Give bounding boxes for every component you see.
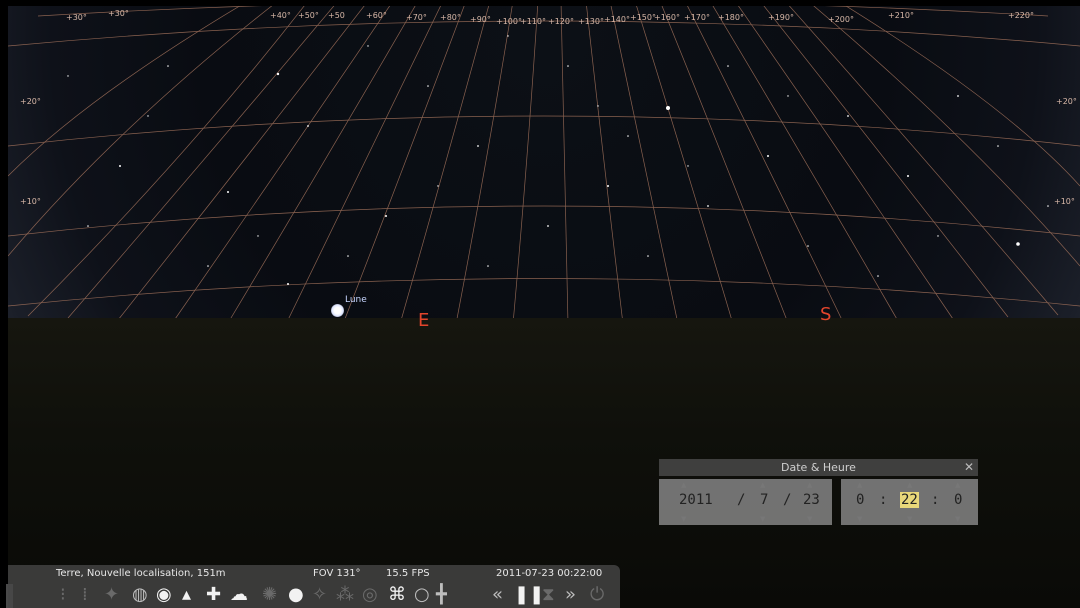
fps-text: 15.5 FPS <box>386 568 430 579</box>
moon-label: Lune <box>345 295 367 305</box>
fov-text: FOV 131° <box>313 568 361 579</box>
month-up-arrow-icon[interactable]: ▲ <box>760 481 766 489</box>
minute-up-arrow-icon[interactable]: ▲ <box>907 481 913 489</box>
time-separator: : <box>879 492 888 508</box>
minute-down-arrow-icon[interactable]: ▼ <box>907 515 913 523</box>
date-separator: / <box>783 492 792 508</box>
grid-label: +60° <box>366 11 387 20</box>
pause-icon[interactable]: ❚❚ <box>514 584 545 605</box>
satellites-icon[interactable]: ✧ <box>312 584 328 605</box>
grid-label: +170° <box>684 13 710 22</box>
quit-icon[interactable]: ⏻ <box>590 584 605 605</box>
hour-value[interactable]: 0 <box>856 492 865 508</box>
cardinal-south: S <box>820 304 832 325</box>
year-down-arrow-icon[interactable]: ▼ <box>681 515 687 523</box>
grid-label: +90° <box>470 15 491 24</box>
constellation-art-icon[interactable]: ✦ <box>104 584 120 605</box>
cardinal-points-icon[interactable]: ✚ <box>206 584 222 605</box>
second-up-arrow-icon[interactable]: ▲ <box>955 481 961 489</box>
minute-value[interactable]: 22 <box>900 492 919 508</box>
time-spinner: ▲ ▼ 0 : ▲ ▼ 22 : ▲ ▼ 0 <box>841 479 978 525</box>
second-down-arrow-icon[interactable]: ▼ <box>955 515 961 523</box>
close-icon[interactable]: ✕ <box>963 460 974 474</box>
azimuthal-grid: +30° +20° +30° +40° +50° +50 +60° +70° +… <box>8 6 1080 325</box>
location-text: Terre, Nouvelle localisation, 151m <box>56 568 226 579</box>
grid-label: +10° <box>20 197 41 206</box>
date-time-title: Date & Heure <box>659 459 978 476</box>
grid-label: +50° <box>298 11 319 20</box>
datetime-text: 2011-07-23 00:22:00 <box>496 568 603 579</box>
year-up-arrow-icon[interactable]: ▲ <box>681 481 687 489</box>
constellation-lines-icon[interactable]: ⁝ <box>60 584 66 605</box>
grid-label: +20° <box>20 97 41 106</box>
grid-label: +70° <box>406 13 427 22</box>
equatorial-grid-icon[interactable]: ◍ <box>132 584 148 605</box>
realtime-icon[interactable]: ⧗ <box>542 584 555 605</box>
sphere-icon[interactable]: ○ <box>414 584 430 605</box>
grid-label: +210° <box>888 11 914 20</box>
eyepiece-icon[interactable]: ⁂ <box>336 584 354 605</box>
date-time-panel: Date & Heure ✕ ▲ ▼ 2011 / ▲ ▼ 7 / ▲ ▼ 23… <box>659 459 978 529</box>
moon[interactable] <box>331 304 344 317</box>
grid-label: +10° <box>1054 197 1075 206</box>
grid-label: +100° <box>496 17 522 26</box>
atmosphere-icon[interactable]: ☁ <box>230 584 248 605</box>
fullscreen-icon[interactable]: ⌘ <box>388 584 406 605</box>
grid-label: +130° <box>578 17 604 26</box>
azimuthal-grid-icon[interactable]: ◉ <box>156 584 172 605</box>
grid-label: +200° <box>828 15 854 24</box>
month-down-arrow-icon[interactable]: ▼ <box>760 515 766 523</box>
date-spinner: ▲ ▼ 2011 / ▲ ▼ 7 / ▲ ▼ 23 <box>659 479 832 525</box>
bottom-toolbar: Terre, Nouvelle localisation, 151m FOV 1… <box>8 565 620 608</box>
month-value[interactable]: 7 <box>760 492 769 508</box>
ground-icon[interactable]: ▴ <box>182 584 192 605</box>
telescope-icon[interactable]: ╋ <box>436 584 447 605</box>
grid-label: +160° <box>654 13 680 22</box>
nebulae-icon[interactable]: ✺ <box>262 584 278 605</box>
grid-label: +20° <box>1056 97 1077 106</box>
grid-label: +50 <box>328 11 345 20</box>
date-separator: / <box>737 492 746 508</box>
grid-label: +110° <box>520 17 546 26</box>
hour-up-arrow-icon[interactable]: ▲ <box>857 481 863 489</box>
year-value[interactable]: 2011 <box>679 492 713 508</box>
grid-label: +140° <box>604 15 630 24</box>
second-value[interactable]: 0 <box>954 492 963 508</box>
grid-label: +180° <box>718 13 744 22</box>
sphere-icon[interactable]: ◎ <box>362 584 378 605</box>
hour-down-arrow-icon[interactable]: ▼ <box>857 515 863 523</box>
day-value[interactable]: 23 <box>803 492 820 508</box>
grid-label: +80° <box>440 13 461 22</box>
grid-label: +220° <box>1008 11 1034 20</box>
rewind-icon[interactable]: « <box>492 584 504 605</box>
constellation-labels-icon[interactable]: ⁞ <box>82 584 88 605</box>
grid-label: +150° <box>630 13 656 22</box>
grid-label: +120° <box>548 17 574 26</box>
grid-label: +190° <box>768 13 794 22</box>
day-up-arrow-icon[interactable]: ▲ <box>807 481 813 489</box>
grid-label: +40° <box>270 11 291 20</box>
cardinal-east: E <box>418 310 430 331</box>
planet-hints-icon[interactable]: ● <box>288 584 304 605</box>
grid-label: +30° <box>66 13 87 22</box>
fast-forward-icon[interactable]: » <box>565 584 577 605</box>
grid-label: +30° <box>108 9 129 18</box>
time-separator: : <box>931 492 940 508</box>
day-down-arrow-icon[interactable]: ▼ <box>807 515 813 523</box>
